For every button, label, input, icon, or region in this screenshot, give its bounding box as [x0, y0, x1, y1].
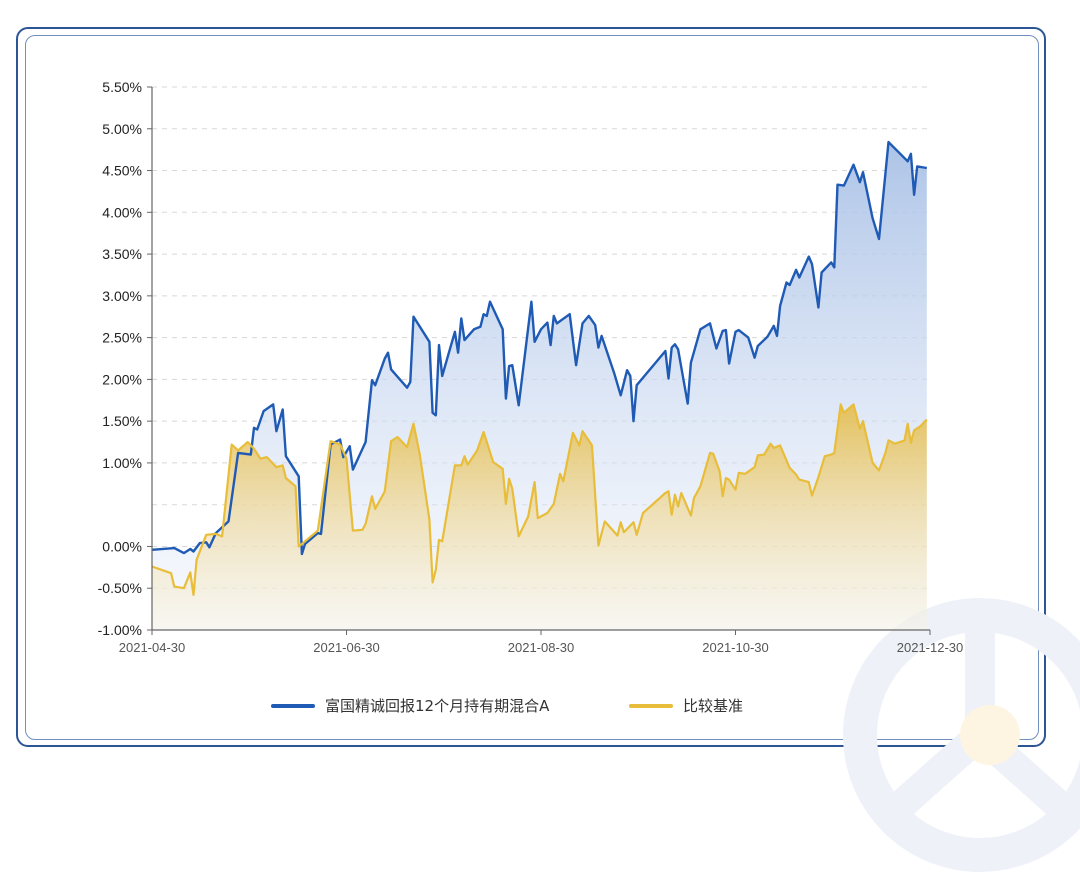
series-areas: [152, 142, 927, 630]
y-tick-label: 5.50%: [102, 79, 142, 95]
x-tick-label: 2021-10-30: [702, 640, 769, 655]
y-tick-label: 4.00%: [102, 204, 142, 220]
line-chart: 5.50% 5.00% 4.50% 4.00% 3.50% 3.00% 2.50% 2.00%…: [98, 79, 964, 655]
legend-swatch-fund-icon: [271, 703, 315, 708]
y-axis-labels: 5.50% 5.00% 4.50% 4.00% 3.50% 3.00% 2.50% 2.00%…: [98, 79, 142, 638]
legend-label-fund: 富国精诚回报12个月持有期混合A: [325, 697, 550, 715]
y-tick-label: 3.50%: [102, 246, 142, 262]
x-axis-labels: 2021-04-30 2021-06-30 2021-08-30 2021-10-30…: [119, 640, 964, 655]
inner-frame: [25, 35, 1039, 740]
y-tick-label: 0.00%: [102, 538, 142, 554]
y-tick-label: 2.00%: [102, 371, 142, 387]
legend-label-benchmark: 比较基准: [683, 697, 744, 715]
axes: [147, 86, 931, 635]
legend-item-benchmark[interactable]: 比较基准: [629, 695, 743, 716]
y-tick-label: 5.00%: [102, 121, 142, 137]
outer-frame: [16, 27, 1046, 747]
y-tick-label: 1.50%: [102, 413, 142, 429]
x-tick-label: 2021-08-30: [508, 640, 575, 655]
fund-line[interactable]: [151, 140, 927, 556]
x-tick-label: 2021-04-30: [119, 640, 186, 655]
legend-swatch-benchmark-icon: [629, 703, 673, 708]
y-tick-label: 3.00%: [102, 288, 142, 304]
x-tick-label: 2021-06-30: [313, 640, 380, 655]
benchmark-line[interactable]: [151, 403, 928, 596]
legend: 富国精诚回报12个月持有期混合A 比较基准: [0, 695, 1080, 719]
legend-item-fund[interactable]: 富国精诚回报12个月持有期混合A: [271, 695, 549, 716]
y-tick-label: 4.50%: [102, 163, 142, 179]
series-lines: [151, 140, 928, 596]
y-tick-label: -1.00%: [98, 622, 142, 638]
y-tick-label: 1.00%: [102, 455, 142, 471]
x-tick-label: 2021-12-30: [897, 640, 964, 655]
y-tick-label: 2.50%: [102, 330, 142, 346]
y-tick-label: -0.50%: [98, 580, 142, 596]
